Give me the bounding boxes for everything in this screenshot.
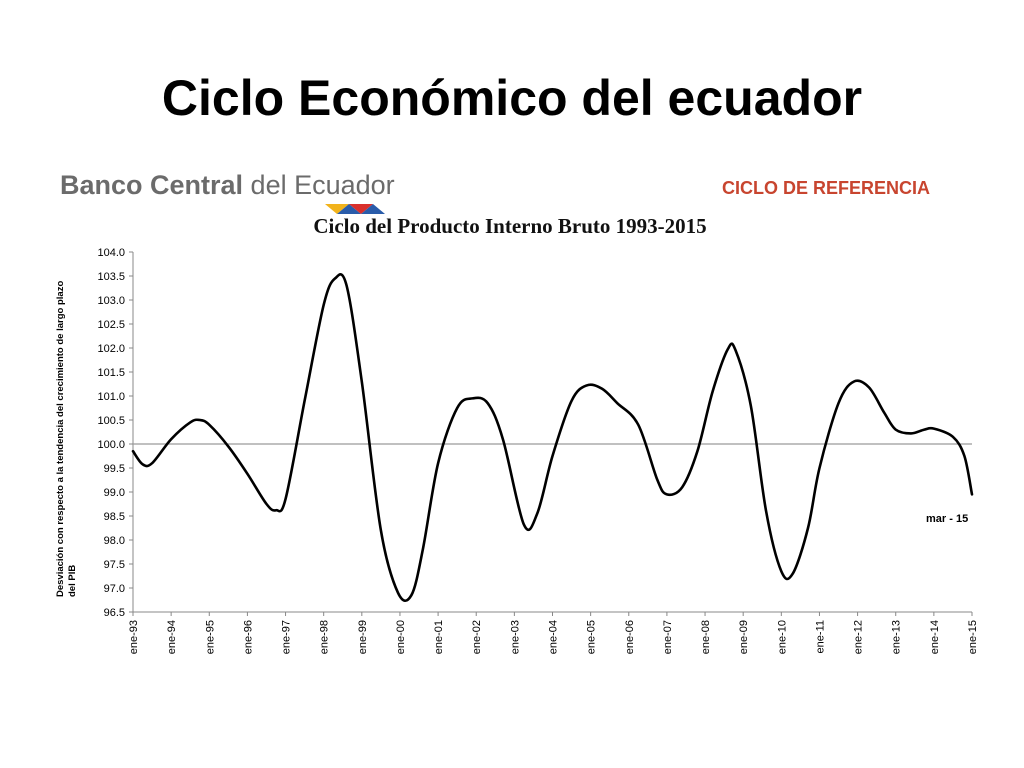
x-tick-label: ene-14: [929, 620, 941, 654]
x-tick-label: ene-07: [662, 620, 674, 654]
y-tick-label: 103.5: [97, 271, 125, 283]
logo-wordmark: Banco Central del Ecuador: [60, 168, 400, 202]
y-tick-label: 103.0: [97, 295, 125, 307]
y-axis-label-line1: Desviación con respecto a la tendencia d…: [55, 281, 66, 597]
x-tick-label: ene-08: [700, 620, 712, 654]
x-tick-label: ene-96: [242, 620, 254, 654]
x-tick-label: ene-13: [891, 620, 903, 654]
x-tick-label: ene-97: [281, 620, 293, 654]
x-tick-label: ene-15: [967, 620, 979, 654]
x-tick-label: ene-99: [357, 620, 369, 654]
y-tick-label: 98.0: [104, 535, 125, 547]
y-tick-label: 101.5: [97, 367, 125, 379]
chart-title: Ciclo del Producto Interno Bruto 1993-20…: [313, 214, 707, 238]
logo-triangles-icon: [325, 204, 385, 214]
y-tick-label: 99.5: [104, 463, 125, 475]
y-tick-label: 100.0: [97, 439, 125, 451]
y-tick-label: 98.5: [104, 511, 125, 523]
y-tick-label: 104.0: [97, 247, 125, 259]
reference-cycle-label: CICLO DE REFERENCIA: [722, 178, 931, 198]
last-point-annotation: mar - 15: [926, 513, 968, 525]
x-tick-label: ene-95: [204, 620, 216, 654]
x-tick-label: ene-03: [509, 620, 521, 654]
x-tick-label: ene-10: [776, 620, 788, 654]
y-tick-label: 97.5: [104, 559, 125, 571]
y-tick-label: 96.5: [104, 607, 125, 619]
x-tick-label: ene-02: [471, 620, 483, 654]
y-tick-label: 100.5: [97, 415, 125, 427]
x-tick-label: ene-06: [624, 620, 636, 654]
x-tick-label: ene-98: [319, 620, 331, 654]
x-tick-label: ene-12: [853, 620, 865, 654]
y-tick-label: 101.0: [97, 391, 125, 403]
x-tick-label: ene-01: [433, 620, 445, 654]
y-axis-label-line2: del PIB: [67, 565, 78, 597]
slide-title: Ciclo Económico del ecuador: [161, 70, 863, 126]
y-tick-label: 97.0: [104, 583, 125, 595]
y-tick-label: 102.5: [97, 319, 125, 331]
x-tick-label: ene-94: [166, 620, 178, 654]
pib-cycle-series-line: [131, 273, 974, 603]
y-tick-label: 99.0: [104, 487, 125, 499]
x-tick-label: ene-11: [814, 620, 826, 653]
x-tick-label: ene-04: [548, 620, 560, 654]
logo-bold-text: Banco Central: [60, 170, 244, 200]
logo-text: del Ecuador: [243, 170, 395, 200]
x-tick-label: ene-05: [586, 620, 598, 654]
x-tick-label: ene-00: [395, 620, 407, 654]
x-tick-label: ene-93: [128, 620, 140, 654]
x-tick-label: ene-09: [738, 620, 750, 654]
y-tick-label: 102.0: [97, 343, 125, 355]
banco-central-logo: Banco Central del Ecuador: [60, 168, 400, 216]
